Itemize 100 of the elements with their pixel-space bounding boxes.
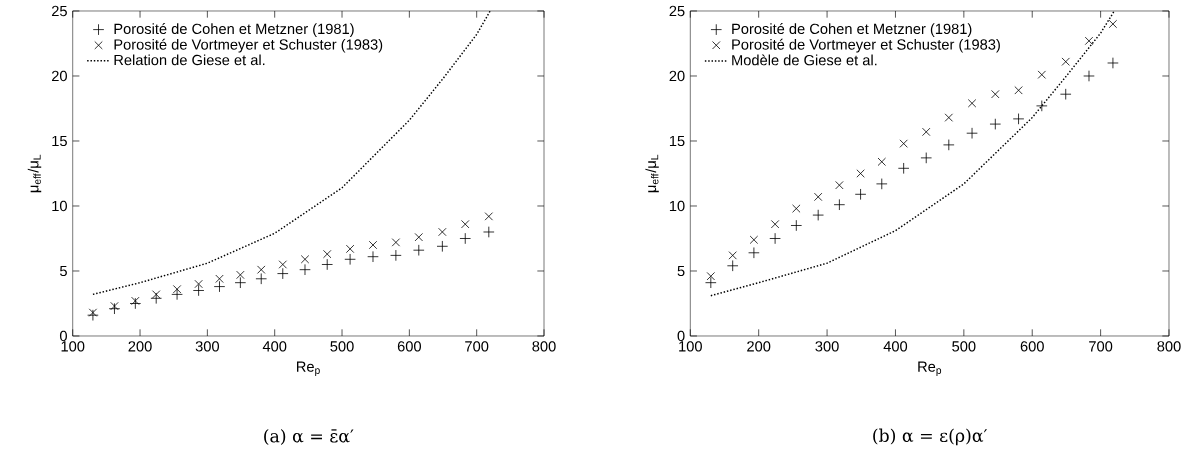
x-tick-label: 200 (747, 341, 771, 352)
x-tick-label: 800 (532, 341, 556, 352)
point (459, 232, 471, 245)
legend-label: Porosité de Vortmeyer et Schuster (1983) (114, 38, 383, 53)
point (278, 260, 287, 269)
point (790, 219, 803, 232)
y-tick-label: 20 (51, 70, 67, 82)
y-tick-label: 25 (669, 5, 685, 17)
x-tick-label: 300 (195, 341, 220, 352)
point (131, 296, 140, 306)
point (812, 209, 824, 221)
text: (b) α = ε(ρ)α′ (873, 428, 988, 446)
point (213, 280, 226, 293)
point (1012, 113, 1025, 125)
point (413, 244, 425, 256)
point (192, 284, 205, 297)
y-tick-label: 10 (669, 200, 685, 212)
y-tick-label: 20 (669, 70, 685, 82)
point (706, 272, 715, 281)
point (236, 270, 245, 280)
point (899, 139, 908, 148)
point (1060, 88, 1072, 100)
point (436, 240, 449, 253)
point (255, 273, 267, 285)
point (215, 274, 224, 283)
legend-label: Porosité de Vortmeyer et Schuster (1983) (732, 38, 1000, 53)
y-tick-label: 15 (669, 135, 685, 147)
point (944, 113, 953, 122)
x-tick-label: 200 (128, 341, 152, 352)
point (922, 127, 931, 137)
point (367, 250, 379, 263)
point (854, 188, 867, 201)
legend-label: Relation de Giese et al. (114, 54, 265, 66)
y-axis-title: μ$_{eff}$/μ$_{L}$ (645, 154, 659, 193)
x-tick-label: 600 (397, 341, 421, 352)
point (345, 244, 355, 254)
point (920, 152, 932, 164)
point (1061, 57, 1070, 66)
point (171, 288, 183, 301)
point (483, 226, 495, 238)
point (277, 267, 289, 280)
point (770, 220, 780, 229)
point (1037, 70, 1046, 79)
point (835, 181, 844, 190)
x-tick-label: 100 (679, 341, 702, 352)
point (438, 227, 447, 237)
point (390, 249, 402, 262)
point (897, 162, 910, 175)
y-tick-label: 5 (677, 265, 685, 277)
point (257, 265, 266, 274)
y-tick-label: 10 (52, 200, 67, 212)
point (943, 139, 955, 151)
point (877, 157, 886, 166)
legend-label: Porosité de Cohen et Metzner (1981) (732, 23, 972, 37)
point (1108, 19, 1118, 29)
point (1107, 57, 1119, 69)
x-tick-label: 500 (952, 341, 976, 352)
x-tick-label: 300 (815, 341, 839, 352)
x-tick-label: 800 (1157, 341, 1181, 352)
point (414, 233, 423, 242)
point (129, 297, 142, 310)
point (989, 118, 1002, 130)
point (344, 253, 356, 266)
point (323, 249, 332, 259)
x-tick-label: 500 (330, 341, 354, 352)
y-tick-label: 0 (677, 330, 685, 342)
point (991, 90, 1000, 99)
point (967, 99, 977, 108)
y-tick-label: 0 (59, 330, 67, 342)
x-tick-label: 100 (61, 341, 85, 352)
point (108, 302, 121, 315)
point (234, 276, 247, 289)
point (321, 258, 333, 271)
point (1083, 70, 1095, 82)
point (300, 255, 310, 264)
point (1084, 36, 1094, 46)
point (705, 276, 717, 289)
point (391, 238, 401, 247)
x-tick-label: 600 (1020, 341, 1044, 352)
text: (a) α = ε̄α′ (264, 429, 354, 445)
x-tick-label: 400 (883, 341, 908, 352)
point (876, 178, 888, 190)
y-tick-label: 5 (59, 265, 67, 277)
x-tick-label: 700 (1089, 341, 1113, 352)
point (87, 309, 99, 321)
x-tick-label: 400 (262, 341, 287, 352)
point (1036, 100, 1048, 112)
point (484, 212, 493, 221)
point (88, 308, 98, 317)
point (769, 232, 781, 245)
point (749, 235, 759, 244)
point (726, 260, 739, 272)
point (461, 220, 470, 229)
point (368, 240, 378, 250)
point (110, 301, 119, 311)
x-axis-title: Re$_{p}$ (918, 361, 942, 376)
point (814, 192, 823, 202)
point (748, 247, 760, 259)
point (194, 279, 203, 289)
y-axis-title: μ$_{eff}$/μ$_{L}$ (27, 154, 42, 193)
